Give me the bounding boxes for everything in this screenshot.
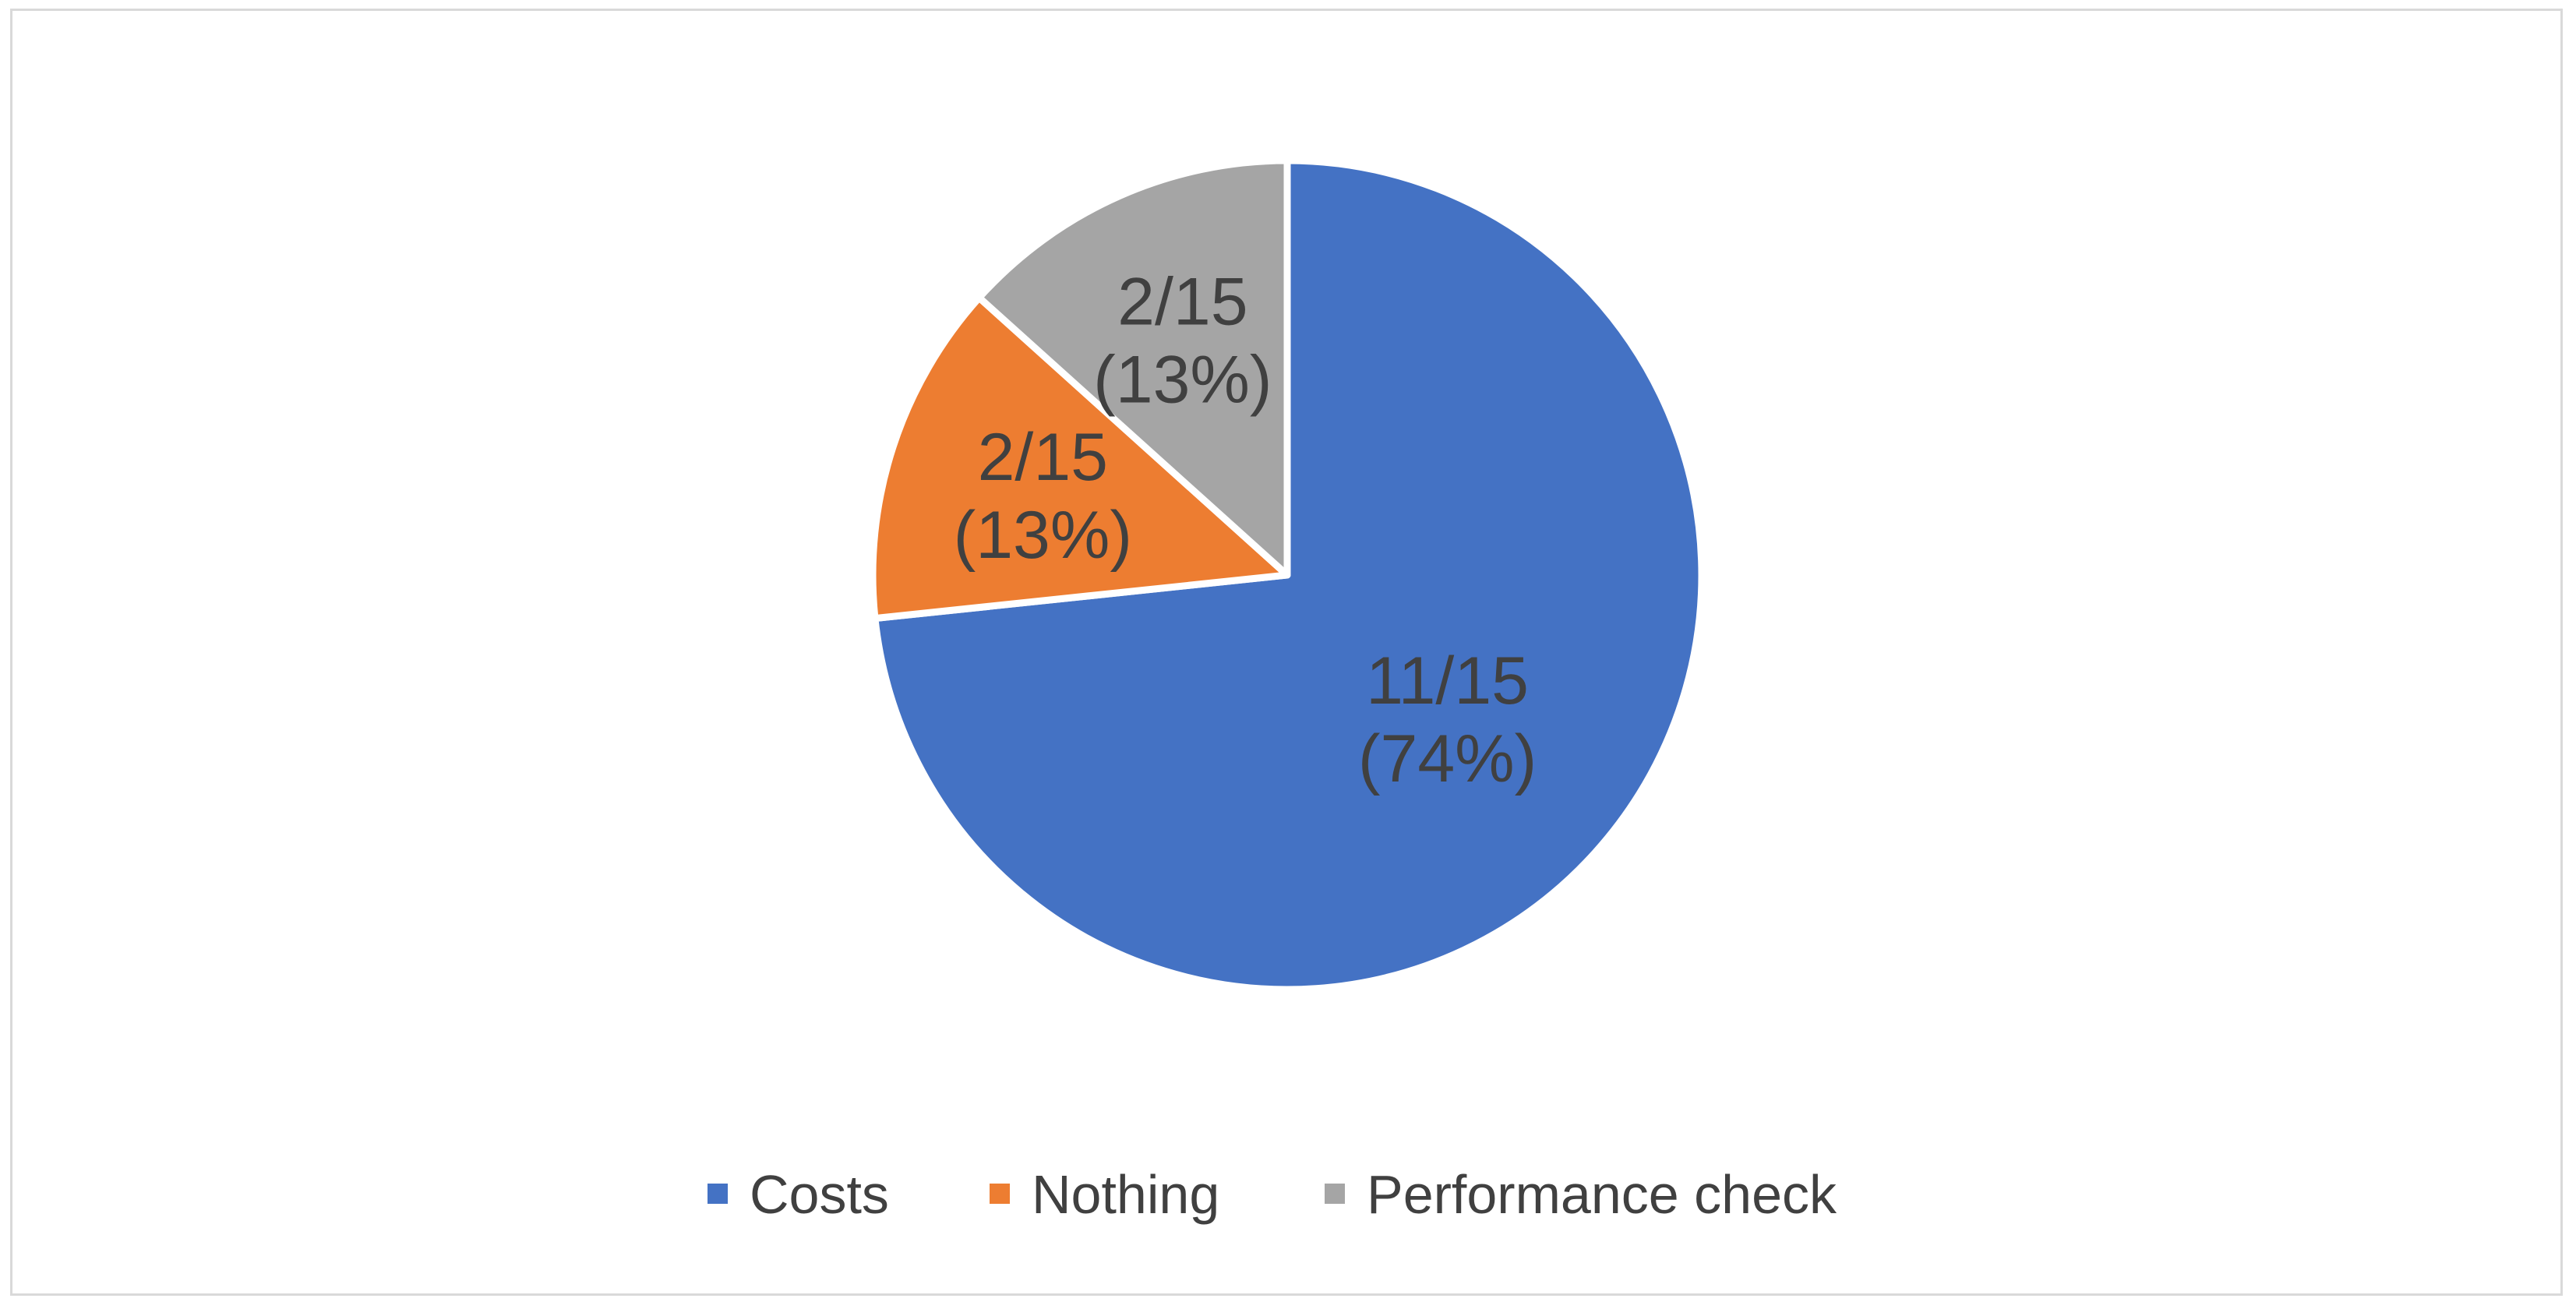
legend-swatch-performance-check [1325,1184,1345,1204]
legend-label-costs: Costs [750,1164,889,1225]
pie-slice-nothing [869,294,1291,623]
slice-percent-label-performance-check: (13%) [1093,343,1272,418]
pie-slice-performance-check [976,157,1291,579]
pie-labels: 11/15(74%)2/15(13%)2/15(13%) [954,265,1537,796]
pie-slices [869,157,1706,993]
legend-swatch-nothing [990,1184,1010,1204]
slice-fraction-label-performance-check: 2/15 [1117,265,1247,340]
legend-label-nothing: Nothing [1032,1164,1219,1225]
slice-percent-label-nothing: (13%) [954,498,1132,573]
slice-fraction-label-costs: 11/15 [1366,644,1529,718]
legend-item-nothing: Nothing [990,1164,1219,1225]
legend-item-costs: Costs [708,1164,889,1225]
legend-swatch-costs [708,1184,728,1204]
slice-fraction-label-nothing: 2/15 [978,420,1108,495]
slice-percent-label-costs: (74%) [1358,722,1537,796]
legend-label-performance-check: Performance check [1367,1164,1837,1225]
legend: Costs Nothing Performance check [708,1164,1837,1225]
legend-item-performance-check: Performance check [1325,1164,1837,1225]
